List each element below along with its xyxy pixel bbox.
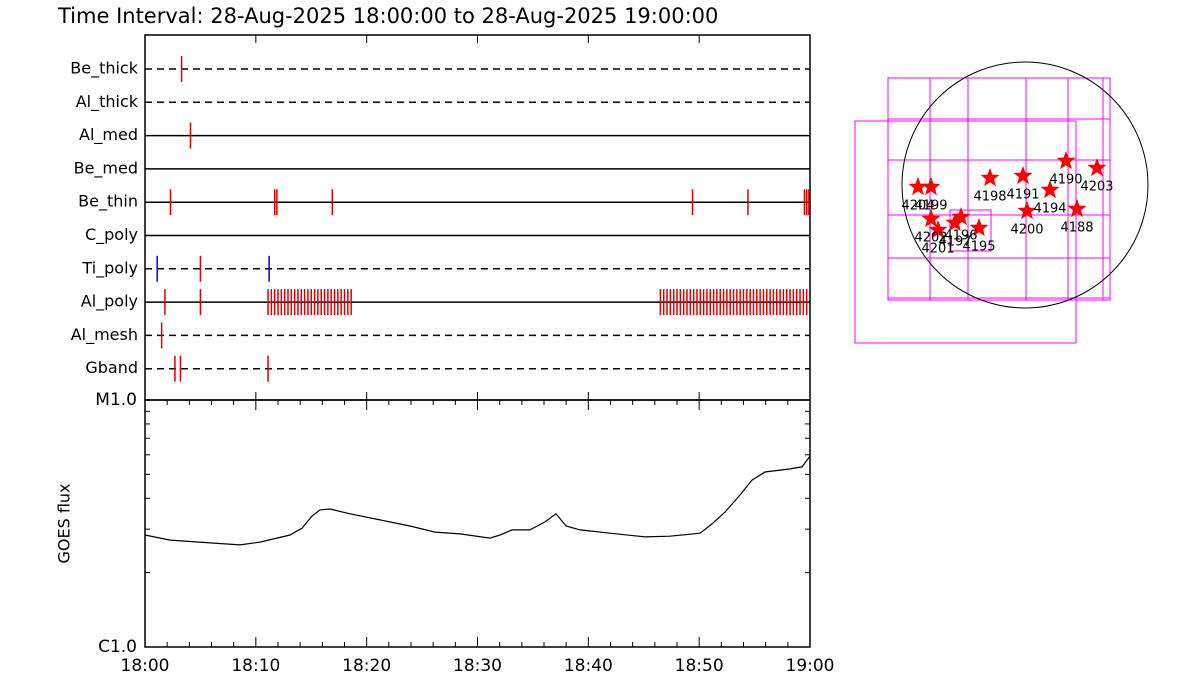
ar-label: 4190	[1049, 173, 1082, 188]
ar-label: 4198	[973, 190, 1006, 205]
x-tick-label: 18:50	[675, 656, 724, 676]
ar-star	[921, 209, 941, 228]
ar-star	[945, 213, 965, 232]
x-tick-label: 18:30	[453, 656, 502, 676]
ar-star	[969, 218, 989, 237]
row-label: Be_thin	[78, 192, 138, 212]
fov-boxes	[854, 77, 1111, 344]
ar-star	[1013, 166, 1033, 185]
chart-title: Time Interval: 28-Aug-2025 18:00:00 to 2…	[57, 4, 718, 28]
ar-label: 4197	[938, 235, 971, 250]
goes-line	[144, 455, 811, 546]
ar-label: 4201	[921, 242, 954, 257]
plot-frame	[144, 34, 811, 401]
y-tick-label: C1.0	[98, 637, 137, 657]
row-label: Gband	[85, 358, 138, 377]
ar-star	[928, 220, 948, 239]
ar-label: 4200	[1010, 223, 1043, 238]
x-tick-label: 18:10	[231, 656, 280, 676]
row-label: Be_thick	[70, 59, 138, 79]
ar-label: 4203	[1080, 180, 1113, 195]
fov-box	[854, 120, 1077, 344]
row-label: Al_poly	[81, 292, 138, 312]
ar-star	[1017, 201, 1037, 220]
row-label: Be_med	[74, 158, 138, 178]
ar-star	[951, 207, 971, 226]
ar-star	[980, 168, 1000, 187]
ar-label: 4199	[914, 199, 947, 214]
x-tick-label: 19:00	[786, 656, 835, 676]
row-label: Al_thick	[76, 92, 139, 112]
fov-box	[887, 77, 1111, 301]
ar-star	[921, 177, 941, 196]
solar-disk	[901, 61, 1149, 309]
x-tick-label: 18:00	[121, 656, 170, 676]
ar-label: 4196	[944, 229, 977, 244]
ar-label: 4191	[1006, 188, 1039, 203]
x-tick-label: 18:40	[564, 656, 613, 676]
ar-label: 4195	[962, 240, 995, 255]
ar-star	[1087, 158, 1107, 177]
x-tick-label: 18:20	[342, 656, 391, 676]
ar-star	[1067, 199, 1087, 218]
row-label: Al_mesh	[71, 325, 138, 345]
ar-label: 4194	[1033, 202, 1066, 217]
row-label: Al_med	[79, 125, 138, 145]
y-tick-label: M1.0	[95, 390, 137, 410]
row-label: C_poly	[85, 225, 138, 245]
ar-star	[1056, 151, 1076, 170]
ar-label: 4202	[914, 231, 947, 246]
plot-frame	[144, 399, 811, 648]
ar-star	[908, 177, 928, 196]
row-label: Ti_poly	[81, 258, 138, 278]
ar-star	[1040, 180, 1060, 199]
ar-label: 4188	[1060, 221, 1093, 236]
y-axis-label: GOES flux	[55, 483, 74, 563]
ar-label: 4204	[901, 199, 934, 214]
